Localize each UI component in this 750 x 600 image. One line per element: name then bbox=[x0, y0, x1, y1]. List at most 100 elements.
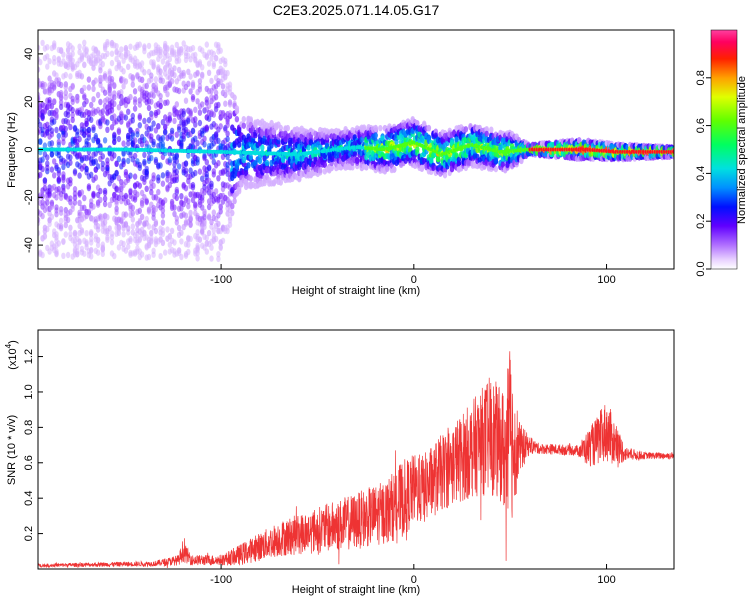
spectrogram-cell bbox=[102, 187, 108, 195]
spectrogram-cell bbox=[47, 75, 52, 82]
spectrogram-cell bbox=[137, 41, 142, 48]
spectrogram-cell bbox=[54, 250, 59, 257]
spectrogram-cell bbox=[151, 61, 156, 68]
spectrogram-cell bbox=[225, 130, 230, 137]
spectrogram-cell bbox=[153, 76, 159, 83]
spectrogram-cell bbox=[174, 173, 179, 180]
spectrogram-cell bbox=[426, 124, 432, 132]
spectrogram-cell bbox=[116, 155, 122, 163]
spectrogram-cell bbox=[68, 230, 73, 238]
spectrogram-cell bbox=[248, 116, 253, 123]
spectrogram-cell bbox=[114, 43, 119, 50]
spectrogram-cell bbox=[47, 58, 52, 65]
spectrogram-cell bbox=[216, 255, 221, 263]
spectrogram-cell bbox=[52, 84, 57, 91]
spectrogram-cell bbox=[204, 234, 209, 242]
spectrogram-cell bbox=[243, 169, 249, 177]
spectrogram-cell bbox=[225, 121, 230, 129]
spectrogram-cell bbox=[128, 43, 133, 50]
spectrogram-cell bbox=[188, 214, 193, 221]
spectrogram-cell bbox=[63, 231, 68, 238]
spectrogram-cell bbox=[77, 172, 82, 179]
spectrogram-cell bbox=[172, 72, 177, 79]
spectrogram-cell bbox=[158, 93, 163, 100]
spectrogram-cell bbox=[105, 161, 110, 168]
spectrogram-cell bbox=[86, 183, 92, 190]
spectrogram-cell bbox=[172, 65, 177, 72]
spectrogram-cell bbox=[158, 253, 163, 260]
spectrogram-cell bbox=[181, 108, 186, 115]
spectrogram-cell bbox=[149, 98, 154, 105]
spectrogram-cell bbox=[132, 96, 138, 103]
spectrogram-cell bbox=[107, 225, 112, 232]
spectrogram-cell bbox=[139, 213, 145, 221]
spectrogram-cell bbox=[109, 230, 115, 237]
spectrogram-cell bbox=[195, 98, 200, 105]
spectrogram-cell bbox=[40, 251, 45, 259]
spectrogram-cell bbox=[204, 53, 209, 61]
spectrogram-cell bbox=[65, 251, 71, 259]
spectrogram-cell bbox=[121, 83, 126, 90]
spectrogram-cell bbox=[56, 240, 61, 247]
spectrogram-cell bbox=[204, 41, 209, 48]
spectrogram-cell bbox=[89, 239, 94, 246]
spectrogram-cell bbox=[100, 108, 106, 115]
spectrogram-cell bbox=[202, 220, 207, 227]
spectrogram-cell bbox=[128, 172, 133, 179]
spectrogram-cell bbox=[153, 227, 159, 235]
spectrogram-cell bbox=[218, 243, 223, 250]
spectrogram-cell bbox=[429, 157, 434, 164]
spectrogram-cell bbox=[63, 84, 68, 91]
spectrogram-cell bbox=[165, 46, 170, 53]
spectrogram-cell bbox=[160, 140, 166, 148]
spectrogram-cell bbox=[183, 160, 189, 167]
spectrogram-cell bbox=[146, 104, 152, 112]
spectrogram-cell bbox=[40, 156, 45, 163]
spectrogram-cell bbox=[91, 203, 96, 210]
spectrogram-cell bbox=[102, 219, 108, 226]
spectrogram-cell bbox=[174, 101, 179, 108]
spectrogram-cell bbox=[107, 70, 112, 77]
spectrogram-cell bbox=[95, 50, 101, 57]
spectrogram-cell bbox=[135, 191, 140, 198]
spectrogram-cell bbox=[84, 165, 89, 173]
spectrogram-cell bbox=[65, 216, 71, 224]
spectrogram-cell bbox=[329, 164, 334, 171]
spectrogram-cell bbox=[264, 159, 270, 167]
spectrogram-cell bbox=[246, 162, 251, 169]
spectrogram-cell bbox=[223, 60, 228, 68]
spectrogram-cell bbox=[142, 69, 147, 76]
spectrogram-cell bbox=[206, 115, 212, 122]
spectrogram-cell bbox=[100, 60, 106, 68]
spectrogram-cell bbox=[146, 42, 152, 50]
spectrogram-cell bbox=[123, 44, 129, 52]
spectrogram-cell bbox=[82, 194, 87, 202]
spectrogram-cell bbox=[123, 211, 129, 218]
spectrogram-cell bbox=[47, 96, 52, 104]
spectrogram-cell bbox=[174, 158, 179, 165]
spectrogram-cell bbox=[38, 58, 43, 66]
spectrogram-cell bbox=[167, 56, 172, 63]
spectrogram-cell bbox=[216, 175, 221, 182]
spectrogram-cell bbox=[126, 225, 131, 232]
spectrogram-cell bbox=[359, 136, 364, 143]
spectrogram-cell bbox=[65, 111, 71, 119]
spectrogram-cell bbox=[174, 186, 179, 194]
spectrogram-cell bbox=[355, 157, 360, 164]
snr-series-line bbox=[38, 351, 674, 569]
spectrogram-cell bbox=[68, 224, 73, 231]
spectrogram-cell bbox=[105, 50, 110, 57]
spectrogram-cell bbox=[156, 108, 161, 116]
spectrogram-cell bbox=[102, 137, 108, 144]
spectrogram-cell bbox=[89, 230, 94, 237]
spectrogram-cell bbox=[98, 187, 103, 195]
spectrogram-cell bbox=[119, 118, 124, 125]
spectrogram-cell bbox=[77, 199, 82, 207]
spectrogram-cell bbox=[190, 94, 196, 101]
spectrogram-cell bbox=[139, 60, 145, 67]
spectrogram-cell bbox=[200, 204, 205, 211]
spectrogram-cell bbox=[179, 142, 184, 150]
spectrogram-cell bbox=[225, 153, 230, 161]
spectrogram-cell bbox=[54, 204, 59, 211]
spectrogram-cell bbox=[144, 168, 149, 175]
